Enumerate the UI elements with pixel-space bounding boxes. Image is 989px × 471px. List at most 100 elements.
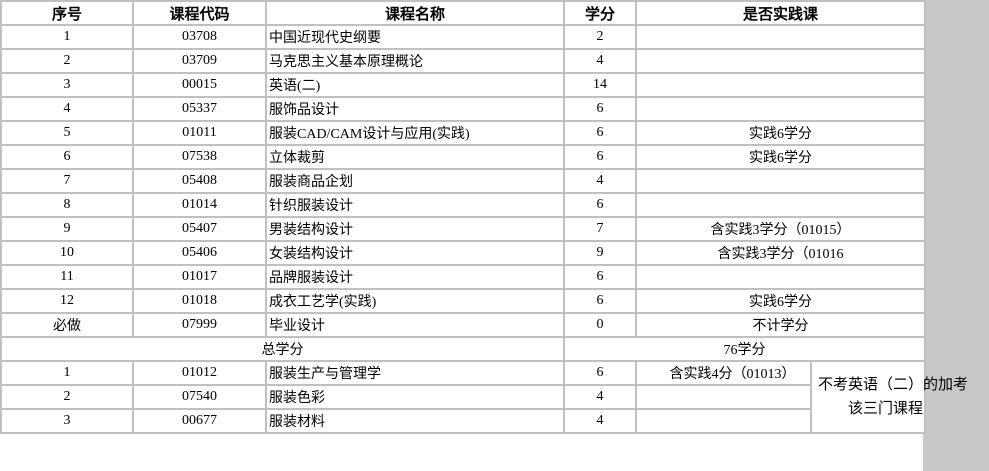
table-row: 12 01018 成衣工艺学(实践) 6 实践6学分	[0, 288, 927, 314]
gray-side-column	[923, 0, 989, 471]
cell-practice: 含实践3学分（01016	[634, 240, 927, 266]
cell-name: 服装商品企划	[265, 168, 565, 194]
total-row: 总学分 76学分	[0, 336, 927, 362]
course-table: 序号 课程代码 课程名称 学分 是否实践课 1 03708 中国近现代史纲要 2 2 03…	[0, 0, 968, 434]
cell-no: 6	[0, 144, 134, 170]
cell-credit: 4	[563, 384, 637, 410]
cell-no: 7	[0, 168, 134, 194]
cell-practice	[634, 168, 927, 194]
cell-no: 3	[0, 72, 134, 98]
cell-practice: 含实践3学分（01015）	[634, 216, 927, 242]
cell-practice: 实践6学分	[634, 288, 927, 314]
cell-practice: 实践6学分	[634, 144, 927, 170]
cell-credit: 4	[563, 408, 637, 434]
cell-no: 2	[0, 384, 134, 410]
cell-code: 01012	[132, 360, 267, 386]
cell-credit: 4	[563, 48, 637, 74]
cell-credit: 6	[563, 360, 637, 386]
table-row: 7 05408 服装商品企划 4	[0, 168, 927, 194]
table-row: 11 01017 品牌服装设计 6	[0, 264, 927, 290]
cell-credit: 6	[563, 144, 637, 170]
cell-no: 必做	[0, 312, 134, 338]
cell-practice: 含实践4分（01013）	[635, 360, 812, 386]
cell-practice: 实践6学分	[634, 120, 927, 146]
cell-practice	[635, 408, 812, 434]
cell-name: 立体裁剪	[265, 144, 565, 170]
cell-code: 07538	[132, 144, 267, 170]
cell-practice: 不计学分	[634, 312, 927, 338]
cell-no: 10	[0, 240, 134, 266]
cell-name: 服装材料	[265, 408, 565, 434]
cell-code: 01011	[132, 120, 267, 146]
cell-practice	[634, 24, 927, 50]
cell-no: 5	[0, 120, 134, 146]
cell-name: 服装CAD/CAM设计与应用(实践)	[265, 120, 565, 146]
cell-credit: 14	[563, 72, 637, 98]
table-row: 6 07538 立体裁剪 6 实践6学分	[0, 144, 927, 170]
cell-code: 00015	[132, 72, 267, 98]
cell-code: 03709	[132, 48, 267, 74]
cell-credit: 6	[563, 96, 637, 122]
table-row: 2 03709 马克思主义基本原理概论 4	[0, 48, 927, 74]
cell-no: 9	[0, 216, 134, 242]
header-row: 序号 课程代码 课程名称 学分 是否实践课	[0, 0, 927, 26]
cell-credit: 7	[563, 216, 637, 242]
cell-practice	[634, 192, 927, 218]
header-no: 序号	[0, 0, 134, 26]
cell-code: 01017	[132, 264, 267, 290]
cell-name: 毕业设计	[265, 312, 565, 338]
table-row: 1 03708 中国近现代史纲要 2	[0, 24, 927, 50]
cell-name: 男装结构设计	[265, 216, 565, 242]
table-row: 8 01014 针织服装设计 6	[0, 192, 927, 218]
total-label: 总学分	[0, 336, 565, 362]
cell-name: 马克思主义基本原理概论	[265, 48, 565, 74]
table-row: 4 05337 服饰品设计 6	[0, 96, 927, 122]
cell-name: 针织服装设计	[265, 192, 565, 218]
cell-code: 05337	[132, 96, 267, 122]
cell-credit: 6	[563, 264, 637, 290]
extra-note: 不考英语（二）的加考该三门课程	[809, 360, 969, 434]
cell-name: 服装生产与管理学	[265, 360, 565, 386]
cell-no: 12	[0, 288, 134, 314]
total-value: 76学分	[562, 336, 927, 362]
extra-note-line: 不考英语（二）的加考	[818, 377, 969, 393]
cell-code: 07540	[132, 384, 267, 410]
cell-name: 品牌服装设计	[265, 264, 565, 290]
table-row: 2 07540 服装色彩 4	[0, 384, 925, 410]
cell-credit: 6	[563, 192, 637, 218]
cell-practice	[634, 72, 927, 98]
table-row: 1 01012 服装生产与管理学 6 含实践4分（01013） 不考英语（二）的加考 该三门…	[0, 360, 968, 434]
cell-credit: 0	[563, 312, 637, 338]
cell-name: 服装色彩	[265, 384, 565, 410]
table-row: 5 01011 服装CAD/CAM设计与应用(实践) 6 实践6学分	[0, 120, 927, 146]
cell-code: 05406	[132, 240, 267, 266]
cell-no: 2	[0, 48, 134, 74]
cell-code: 03708	[132, 24, 267, 50]
cell-no: 1	[0, 24, 134, 50]
header-name: 课程名称	[265, 0, 565, 26]
cell-credit: 6	[563, 288, 637, 314]
table-row: 3 00677 服装材料 4	[0, 408, 925, 434]
cell-code: 00677	[132, 408, 267, 434]
cell-code: 05407	[132, 216, 267, 242]
cell-code: 05408	[132, 168, 267, 194]
cell-name: 成衣工艺学(实践)	[265, 288, 565, 314]
table-row: 必做 07999 毕业设计 0 不计学分	[0, 312, 927, 338]
extra-note-line: 该三门课程	[848, 401, 924, 417]
cell-name: 女装结构设计	[265, 240, 565, 266]
cell-credit: 9	[563, 240, 637, 266]
cell-name: 英语(二)	[265, 72, 565, 98]
cell-no: 11	[0, 264, 134, 290]
cell-code: 07999	[132, 312, 267, 338]
cell-code: 01014	[132, 192, 267, 218]
cell-no: 1	[0, 360, 134, 386]
cell-name: 服饰品设计	[265, 96, 565, 122]
cell-code: 01018	[132, 288, 267, 314]
cell-practice	[635, 384, 812, 410]
header-practice: 是否实践课	[634, 0, 927, 26]
cell-practice	[634, 48, 927, 74]
cell-no: 8	[0, 192, 134, 218]
table-row: 3 00015 英语(二) 14	[0, 72, 927, 98]
header-code: 课程代码	[132, 0, 267, 26]
cell-credit: 4	[563, 168, 637, 194]
